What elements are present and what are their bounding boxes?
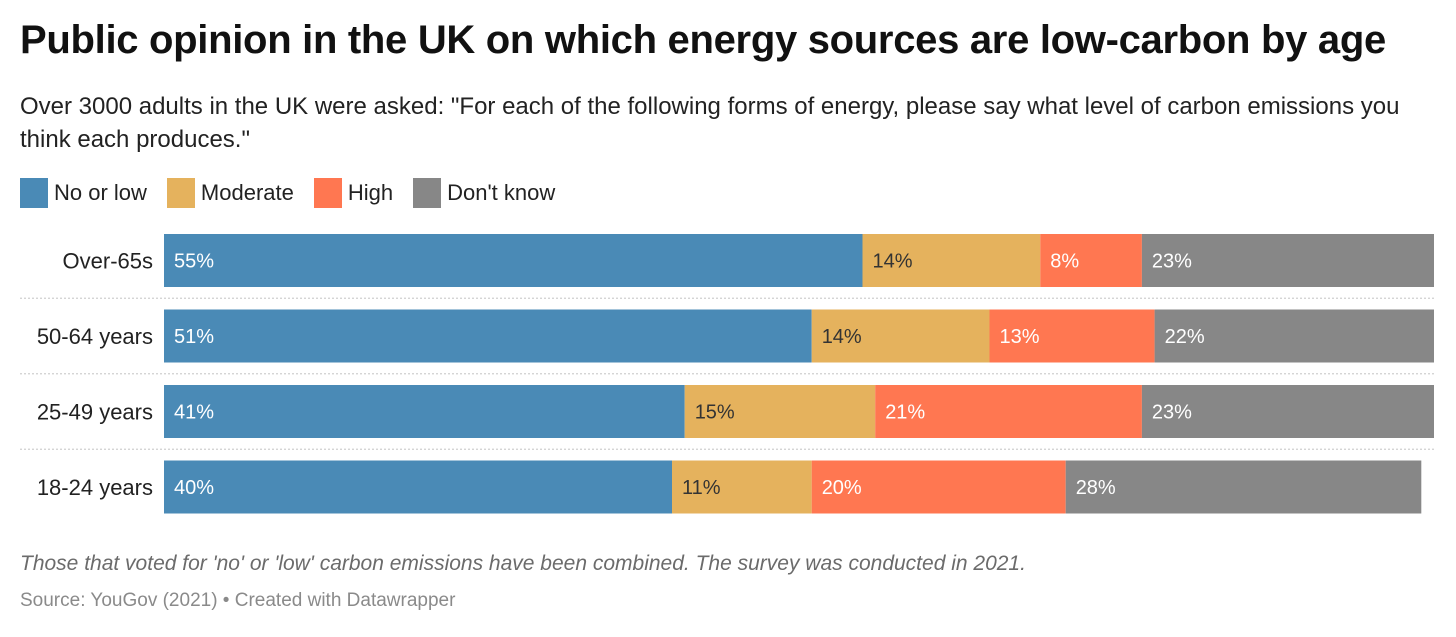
chart-source: Source: YouGov (2021) • Created with Dat… — [20, 590, 456, 611]
bar-no-or-low-over-65s — [164, 234, 863, 287]
data-label-don-t-know-over-65s: 23% — [1152, 251, 1192, 273]
legend-swatch-no-or-low — [20, 178, 48, 208]
data-label-don-t-know-25-49-years: 23% — [1152, 402, 1192, 424]
data-label-no-or-low-25-49-years: 41% — [174, 402, 214, 424]
legend-swatch-dont-know — [413, 178, 442, 208]
bar-high-50-64-years — [989, 309, 1155, 363]
data-label-high-50-64-years: 13% — [1000, 326, 1040, 348]
data-label-don-t-know-50-64-years: 22% — [1165, 326, 1205, 348]
legend-swatch-moderate — [166, 178, 195, 208]
chart-legend: No or low Moderate High Don't know — [20, 178, 575, 208]
bar-moderate-25-49-years — [684, 385, 876, 438]
legend-item-moderate: Moderate — [166, 178, 294, 208]
chart-note: Those that voted for 'no' or 'low' carbo… — [20, 552, 1026, 575]
data-label-moderate-over-65s: 14% — [873, 251, 913, 273]
chart-subtitle: Over 3000 adults in the UK were asked: "… — [20, 93, 1400, 153]
data-label-moderate-25-49-years: 15% — [695, 402, 735, 424]
data-label-moderate-50-64-years: 14% — [822, 326, 862, 348]
legend-label-no-or-low: No or low — [54, 180, 147, 205]
legend-item-dont-know: Don't know — [413, 178, 555, 208]
category-label-25-49-years: 25-49 years — [37, 400, 153, 425]
bar-don-t-know-over-65s — [1141, 234, 1434, 287]
legend-label-moderate: Moderate — [200, 180, 294, 205]
category-label-18-24-years: 18-24 years — [37, 475, 153, 500]
category-label-over-65s: Over-65s — [63, 249, 153, 274]
bar-moderate-over-65s — [862, 234, 1041, 287]
data-label-high-over-65s: 8% — [1050, 251, 1079, 273]
category-label-50-64-years: 50-64 years — [37, 324, 153, 349]
bar-moderate-18-24-years — [672, 460, 812, 514]
data-label-no-or-low-50-64-years: 51% — [174, 326, 214, 348]
bar-high-18-24-years — [811, 460, 1066, 514]
bar-don-t-know-25-49-years — [1141, 385, 1434, 438]
legend-item-no-or-low: No or low — [20, 178, 147, 208]
bar-no-or-low-25-49-years — [164, 385, 685, 438]
data-label-don-t-know-18-24-years: 28% — [1076, 477, 1116, 499]
data-label-no-or-low-over-65s: 55% — [174, 251, 214, 273]
bar-no-or-low-50-64-years — [164, 309, 812, 363]
legend-label-dont-know: Don't know — [447, 180, 556, 205]
bar-no-or-low-18-24-years — [164, 460, 672, 514]
bar-don-t-know-18-24-years — [1065, 460, 1422, 514]
bar-don-t-know-50-64-years — [1154, 309, 1434, 363]
data-label-moderate-18-24-years: 11% — [682, 477, 721, 499]
legend-label-high: High — [347, 180, 394, 205]
bar-high-25-49-years — [875, 385, 1142, 438]
data-label-no-or-low-18-24-years: 40% — [174, 477, 214, 499]
data-label-high-18-24-years: 20% — [822, 477, 862, 499]
bar-moderate-50-64-years — [811, 309, 990, 363]
chart-title: Public opinion in the UK on which energy… — [20, 18, 1386, 62]
legend-swatch-high — [313, 178, 342, 208]
data-label-high-25-49-years: 21% — [885, 402, 925, 424]
legend-item-high: High — [313, 178, 394, 208]
bar-high-over-65s — [1040, 234, 1142, 287]
stacked-bar-chart: Over-65s 55% 14% 8% 23% 50-64 years 51% 14% 13% 2… — [20, 234, 1434, 514]
